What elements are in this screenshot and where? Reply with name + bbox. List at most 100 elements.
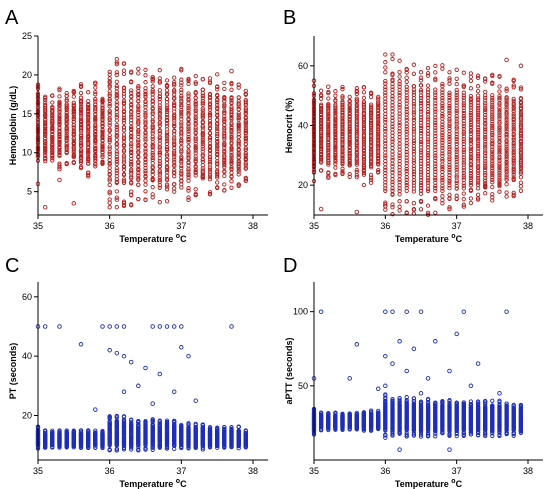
data-point [433,186,438,191]
data-point [440,111,445,117]
data-point [229,170,234,175]
data-point [207,167,213,172]
data-point [497,116,502,121]
data-point [164,107,170,113]
data-point [71,100,76,105]
data-point [497,114,502,119]
data-point [340,95,345,100]
data-point [50,135,55,140]
data-point [186,152,191,158]
data-point [418,131,424,136]
data-point [43,123,48,128]
data-point [490,149,495,154]
data-point [454,136,459,142]
data-point [114,133,119,138]
data-point [361,95,367,101]
data-point [354,173,359,178]
data-point [172,163,177,169]
outlier-point [171,324,177,329]
data-point [397,153,402,158]
data-point [447,92,452,98]
data-point [475,93,481,98]
x-tick-label: 35 [309,221,319,231]
data-point [383,70,388,75]
data-point [497,138,502,143]
data-point [222,169,227,174]
data-point [483,76,488,82]
data-point [200,87,205,92]
data-point [347,136,352,141]
data-point [461,168,466,173]
data-point [475,146,481,151]
data-point [229,122,234,127]
data-point [71,154,76,160]
data-point [222,110,227,115]
y-tick-label: 20 [22,411,32,421]
data-point [157,175,162,180]
data-point [425,90,431,95]
data-point [93,116,98,122]
data-point [347,110,352,115]
data-point [200,125,205,130]
data-point [236,115,241,120]
data-point [333,113,338,118]
data-point [121,71,127,77]
data-point [461,183,466,188]
data-point [172,92,177,97]
data-point [333,165,338,170]
data-point [425,142,431,147]
data-point [243,152,248,157]
data-point [222,188,227,193]
data-point [376,96,381,101]
data-point [461,103,466,108]
data-point [383,60,388,65]
data-point [504,157,509,162]
data-point [193,156,198,162]
data-point [64,161,69,166]
data-point [78,158,84,164]
data-point [411,127,417,132]
data-point [136,112,141,118]
data-point [376,99,381,104]
data-point [164,184,170,189]
data-point [318,122,324,127]
data-point [433,98,438,103]
data-point [179,95,184,101]
data-point [354,118,359,123]
data-point [57,144,62,150]
data-point [440,125,445,130]
data-point [207,147,213,153]
data-point [93,106,98,111]
y-tick-label: 15 [22,109,32,119]
data-point [121,153,127,158]
data-point [340,171,345,177]
data-point [447,78,452,83]
data-point [100,98,105,103]
data-point [193,134,198,140]
outlier-point [229,324,234,329]
data-point [157,158,162,164]
data-point [361,170,367,176]
data-point [207,79,213,84]
data-point [100,123,105,128]
data-point [157,68,162,73]
data-point [418,139,424,145]
data-point [411,152,417,157]
data-point [136,103,141,108]
data-point [186,195,191,200]
data-point [490,131,495,136]
data-point [483,122,488,127]
data-point [411,174,417,179]
data-point [404,210,409,215]
data-point [475,84,481,89]
data-point [236,82,241,87]
data-point [107,191,112,196]
outlier-point [114,324,120,329]
data-point [468,171,474,176]
data-point [461,115,466,121]
outlier-point [179,345,184,350]
data-point [86,98,91,104]
data-point [229,132,234,137]
data-point [397,179,402,185]
data-point [318,88,324,93]
